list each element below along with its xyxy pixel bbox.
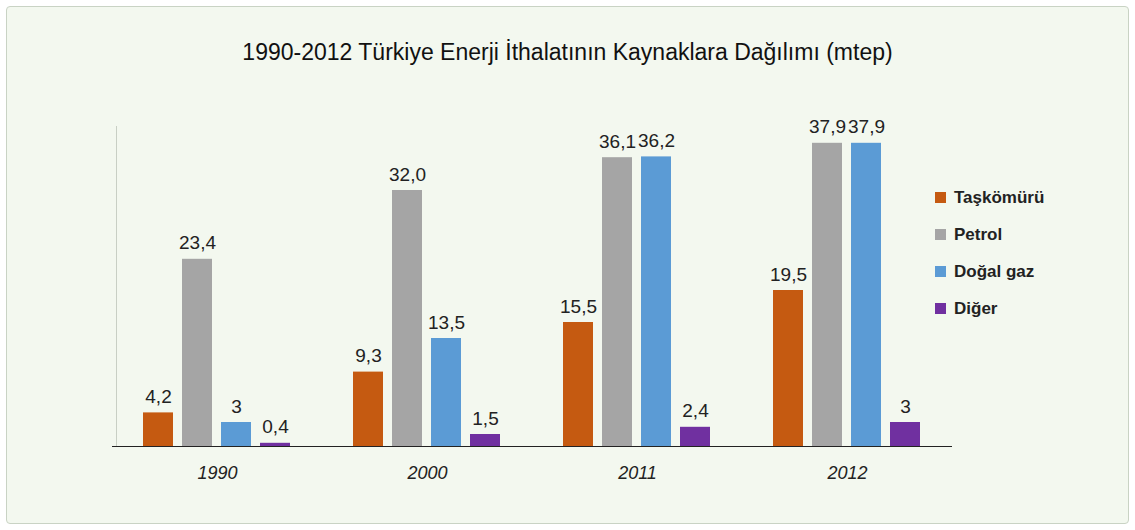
- svg-text:13,5: 13,5: [428, 312, 465, 333]
- svg-text:32,0: 32,0: [389, 164, 426, 185]
- html-text:Doğal gaz: Doğal gaz: [954, 261, 1035, 281]
- svg-text:1990: 1990: [197, 463, 237, 483]
- svg-text:37,9: 37,9: [809, 116, 846, 137]
- svg-text:36,1: 36,1: [599, 131, 636, 152]
- svg-text:0,4: 0,4: [262, 416, 289, 437]
- html-text:1990-2012 Türkiye Enerji İthal: 1990-2012 Türkiye Enerji İthalatının Kay…: [242, 39, 893, 65]
- svg-text:19,5: 19,5: [770, 264, 807, 285]
- html-text:Diğer: Diğer: [954, 298, 998, 318]
- svg-text:37,9: 37,9: [848, 116, 885, 137]
- svg-text:2012: 2012: [826, 463, 867, 483]
- svg-text:15,5: 15,5: [560, 296, 597, 317]
- svg-text:1,5: 1,5: [472, 408, 498, 429]
- svg-text:2011: 2011: [617, 463, 657, 483]
- html-text:Taşkömürü: Taşkömürü: [954, 187, 1045, 207]
- svg-text:36,2: 36,2: [638, 130, 675, 151]
- svg-text:2,4: 2,4: [682, 400, 709, 421]
- svg-text:4,2: 4,2: [145, 386, 171, 407]
- svg-text:9,3: 9,3: [355, 345, 381, 366]
- svg-text:2000: 2000: [406, 463, 447, 483]
- svg-text:3: 3: [900, 396, 911, 417]
- svg-text:3: 3: [231, 396, 242, 417]
- html-text:Petrol: Petrol: [954, 224, 1003, 244]
- svg-text:23,4: 23,4: [179, 232, 216, 253]
